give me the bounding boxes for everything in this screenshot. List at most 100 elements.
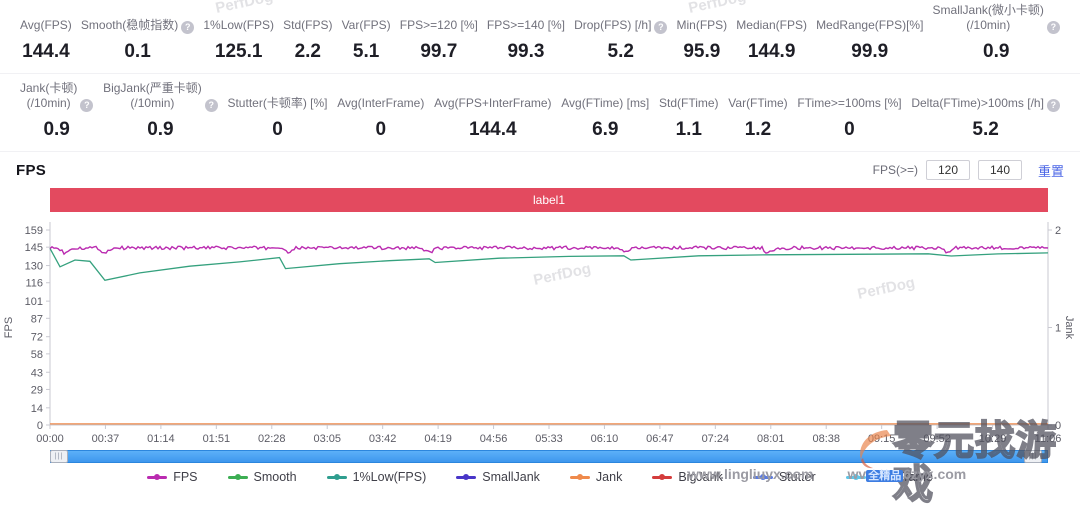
- metric-var: Var(FPS) 5.1: [340, 4, 393, 73]
- legend-item-1%low-fps[interactable]: 1%Low(FPS): [326, 470, 426, 484]
- svg-text:09:52: 09:52: [923, 433, 951, 445]
- metric-value: 0: [272, 119, 283, 140]
- metric-ftime-100ms-%: FTime>=100ms [%] 0: [795, 82, 903, 151]
- metric-drop: Drop(FPS) [/h]? 5.2: [572, 4, 669, 73]
- metric-value: 99.9: [851, 41, 889, 62]
- info-icon[interactable]: ?: [181, 21, 195, 34]
- fps-section-title: FPS: [16, 161, 47, 179]
- metric-avg: Avg(FTime) [ms] 6.9: [559, 82, 651, 151]
- svg-text:0: 0: [37, 420, 43, 432]
- svg-text:08:38: 08:38: [812, 433, 840, 445]
- info-icon[interactable]: ?: [204, 99, 218, 112]
- metric-label: FPS>=140 [%]: [487, 4, 565, 34]
- metric-fps-140-%: FPS>=140 [%] 99.3: [485, 4, 567, 73]
- metric-value: 1.1: [675, 119, 702, 140]
- svg-text:145: 145: [25, 242, 43, 254]
- metric-stutter: Stutter(卡顿率) [%] 0: [225, 82, 329, 151]
- chart-axes: [46, 222, 1052, 429]
- metric-label: Avg(FPS): [20, 4, 72, 34]
- metric-label: Median(FPS): [736, 4, 807, 34]
- metric-avg: Avg(FPS+InterFrame) 144.4: [432, 82, 553, 151]
- legend-item-bigjank[interactable]: BigJank: [652, 470, 723, 484]
- svg-text:2: 2: [1055, 225, 1061, 237]
- reset-link[interactable]: 重置: [1037, 163, 1064, 179]
- metric-label: Avg(FPS+InterFrame): [434, 82, 551, 112]
- svg-text:03:42: 03:42: [369, 433, 397, 445]
- metric-delta: Delta(FTime)>100ms [/h]? 5.2: [909, 82, 1062, 151]
- metric-value: 99.3: [507, 41, 545, 62]
- metric-label: Std(FPS): [283, 4, 332, 34]
- info-icon[interactable]: ?: [80, 99, 94, 112]
- metric-value: 0.1: [124, 41, 151, 62]
- legend-item-jank[interactable]: Jank: [569, 470, 623, 484]
- svg-text:43: 43: [31, 367, 43, 379]
- metric-label-text: Std(FTime): [659, 96, 719, 111]
- series-1%low-fps: [49, 248, 1049, 282]
- chart-label-header: label1: [50, 188, 1048, 212]
- metric-label-text: Var(FPS): [341, 18, 391, 33]
- metric-label: Avg(FTime) [ms]: [561, 82, 649, 112]
- scrollbar-right-handle[interactable]: |||: [1024, 450, 1042, 463]
- metric-label: FPS>=120 [%]: [400, 4, 478, 34]
- legend-label: Jank: [595, 470, 623, 484]
- metric-label: Std(FTime): [659, 82, 719, 112]
- legend-item-smooth[interactable]: Smooth: [227, 470, 297, 484]
- metric-var: Var(FTime) 1.2: [726, 82, 789, 151]
- metric-medrange: MedRange(FPS)[%] 99.9: [814, 4, 925, 73]
- legend-label: Smooth: [253, 470, 297, 484]
- legend-label: InterFrame: [871, 470, 933, 484]
- legend-label: BigJank: [678, 470, 723, 484]
- info-icon[interactable]: ?: [654, 21, 668, 34]
- metric-1%low: 1%Low(FPS) 125.1: [201, 4, 276, 73]
- metric-label: Avg(InterFrame): [337, 82, 424, 112]
- svg-text:72: 72: [31, 332, 43, 344]
- info-icon[interactable]: ?: [1046, 99, 1060, 112]
- fps-threshold-input-1[interactable]: [925, 160, 970, 180]
- metric-value: 0: [844, 119, 855, 140]
- chart-range-scrollbar[interactable]: ||| |||: [50, 450, 1048, 463]
- metric-label-text: 1%Low(FPS): [203, 18, 275, 33]
- metric-label-text: Smooth(稳帧指数): [80, 18, 179, 33]
- metric-label-text: Drop(FPS) [/h]: [574, 18, 652, 33]
- metric-label: Var(FPS): [342, 4, 391, 34]
- series-fps: [49, 245, 1049, 256]
- metric-bigjank: BigJank(严重卡顿) (/10min)? 0.9: [101, 81, 220, 151]
- legend-marker-icon: [227, 473, 248, 481]
- metric-jank: Jank(卡顿) (/10min)? 0.9: [18, 81, 95, 151]
- fps-chart-plot: 0 14 29 43 58 72 87 101 116 130 145 159 0 1 2 FPS Jank 00…: [3, 222, 1075, 445]
- metrics-row-1: Avg(FPS) 144.4 Smooth(稳帧指数)? 0.1 1%Low(FPS) 1…: [0, 0, 1080, 74]
- metric-label-text: Avg(FPS): [20, 18, 72, 33]
- metric-label: Stutter(卡顿率) [%]: [227, 82, 327, 112]
- svg-text:87: 87: [31, 313, 43, 325]
- svg-text:01:14: 01:14: [147, 433, 175, 445]
- metric-label: 1%Low(FPS): [203, 4, 274, 34]
- svg-text:04:19: 04:19: [424, 433, 452, 445]
- metric-label-text: Avg(FTime) [ms]: [561, 96, 650, 111]
- metric-label-text: Min(FPS): [676, 18, 728, 33]
- metric-value: 0.9: [43, 119, 70, 140]
- legend-item-smalljank[interactable]: SmallJank: [456, 470, 540, 484]
- legend-item-fps[interactable]: FPS: [147, 470, 198, 484]
- metric-value: 144.4: [469, 119, 517, 140]
- metric-smooth: Smooth(稳帧指数)? 0.1: [79, 4, 196, 73]
- scrollbar-left-handle[interactable]: |||: [50, 450, 68, 463]
- metric-label-text: FTime>=100ms [%]: [797, 96, 902, 111]
- metric-label: Drop(FPS) [/h]?: [574, 4, 668, 34]
- legend-item-stutter[interactable]: Stutter: [752, 470, 816, 484]
- svg-text:07:24: 07:24: [702, 433, 730, 445]
- svg-text:FPS: FPS: [3, 317, 15, 338]
- metric-value: 99.7: [420, 41, 458, 62]
- fps-threshold-input-2[interactable]: [977, 160, 1022, 180]
- metric-label: MedRange(FPS)[%]: [816, 4, 923, 34]
- legend-item-interframe[interactable]: InterFrame: [845, 470, 933, 484]
- metric-avg: Avg(FPS) 144.4: [18, 4, 74, 73]
- metric-value: 1.2: [744, 119, 772, 140]
- info-icon[interactable]: ?: [1046, 21, 1060, 34]
- legend-marker-icon: [326, 473, 347, 481]
- metric-label-text: MedRange(FPS)[%]: [816, 18, 924, 33]
- legend-marker-icon: [147, 473, 168, 481]
- metric-label-text: SmallJank(微小卡顿) (/10min): [932, 2, 1044, 33]
- metric-label: Var(FTime): [728, 82, 787, 112]
- metric-label-text: Avg(FPS+InterFrame): [434, 96, 552, 111]
